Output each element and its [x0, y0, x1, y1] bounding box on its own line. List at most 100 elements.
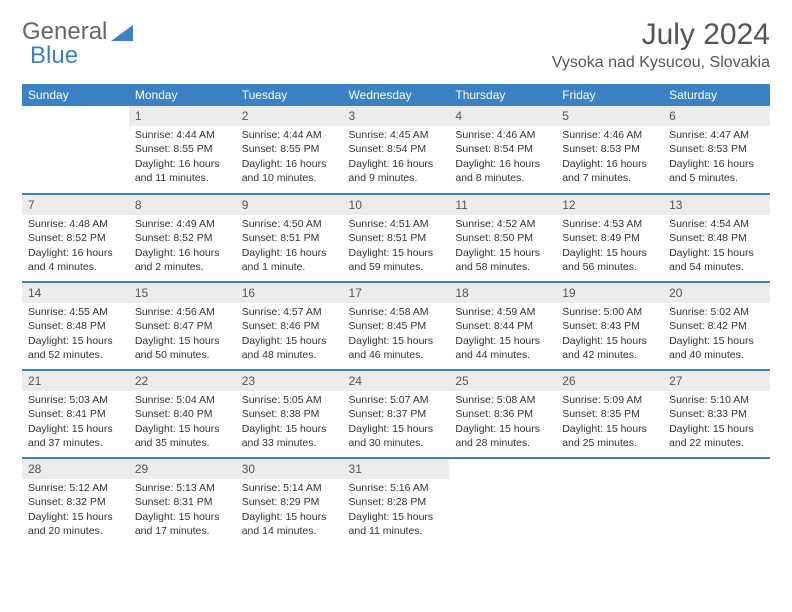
- day-number: [22, 106, 129, 110]
- logo-triangle-icon: [111, 23, 133, 41]
- daylight-text: Daylight: 15 hours and 17 minutes.: [135, 510, 230, 538]
- day-header: Wednesday: [343, 84, 450, 106]
- day-number: 28: [22, 459, 129, 479]
- daylight-text: Daylight: 15 hours and 40 minutes.: [669, 334, 764, 362]
- cell-body: Sunrise: 5:13 AMSunset: 8:31 PMDaylight:…: [129, 479, 236, 542]
- sunset-text: Sunset: 8:52 PM: [28, 231, 123, 245]
- day-number: [449, 459, 556, 463]
- cell-body: Sunrise: 5:10 AMSunset: 8:33 PMDaylight:…: [663, 391, 770, 454]
- day-header: Tuesday: [236, 84, 343, 106]
- calendar-cell: 21Sunrise: 5:03 AMSunset: 8:41 PMDayligh…: [22, 370, 129, 458]
- calendar-cell: 17Sunrise: 4:58 AMSunset: 8:45 PMDayligh…: [343, 282, 450, 370]
- sunrise-text: Sunrise: 5:12 AM: [28, 481, 123, 495]
- calendar-cell: 12Sunrise: 4:53 AMSunset: 8:49 PMDayligh…: [556, 194, 663, 282]
- day-number: 15: [129, 283, 236, 303]
- calendar-row: 1Sunrise: 4:44 AMSunset: 8:55 PMDaylight…: [22, 106, 770, 194]
- sunrise-text: Sunrise: 4:44 AM: [242, 128, 337, 142]
- calendar-cell: 31Sunrise: 5:16 AMSunset: 8:28 PMDayligh…: [343, 458, 450, 546]
- sunset-text: Sunset: 8:49 PM: [562, 231, 657, 245]
- cell-body: Sunrise: 4:53 AMSunset: 8:49 PMDaylight:…: [556, 215, 663, 278]
- sunset-text: Sunset: 8:52 PM: [135, 231, 230, 245]
- cell-body: Sunrise: 4:55 AMSunset: 8:48 PMDaylight:…: [22, 303, 129, 366]
- calendar-cell: [22, 106, 129, 194]
- sunset-text: Sunset: 8:50 PM: [455, 231, 550, 245]
- calendar-cell: 15Sunrise: 4:56 AMSunset: 8:47 PMDayligh…: [129, 282, 236, 370]
- sunset-text: Sunset: 8:44 PM: [455, 319, 550, 333]
- calendar-cell: 23Sunrise: 5:05 AMSunset: 8:38 PMDayligh…: [236, 370, 343, 458]
- cell-body: Sunrise: 5:07 AMSunset: 8:37 PMDaylight:…: [343, 391, 450, 454]
- daylight-text: Daylight: 16 hours and 9 minutes.: [349, 157, 444, 185]
- day-header: Sunday: [22, 84, 129, 106]
- calendar-cell: 22Sunrise: 5:04 AMSunset: 8:40 PMDayligh…: [129, 370, 236, 458]
- day-number: 4: [449, 106, 556, 126]
- sunset-text: Sunset: 8:54 PM: [455, 142, 550, 156]
- sunrise-text: Sunrise: 4:49 AM: [135, 217, 230, 231]
- calendar-cell: 13Sunrise: 4:54 AMSunset: 8:48 PMDayligh…: [663, 194, 770, 282]
- daylight-text: Daylight: 16 hours and 5 minutes.: [669, 157, 764, 185]
- daylight-text: Daylight: 15 hours and 35 minutes.: [135, 422, 230, 450]
- sunrise-text: Sunrise: 4:53 AM: [562, 217, 657, 231]
- sunrise-text: Sunrise: 5:09 AM: [562, 393, 657, 407]
- day-number: [663, 459, 770, 463]
- title-block: July 2024 Vysoka nad Kysucou, Slovakia: [552, 18, 770, 72]
- sunrise-text: Sunrise: 4:45 AM: [349, 128, 444, 142]
- day-number: 21: [22, 371, 129, 391]
- calendar-cell: 9Sunrise: 4:50 AMSunset: 8:51 PMDaylight…: [236, 194, 343, 282]
- month-title: July 2024: [552, 18, 770, 52]
- day-number: 26: [556, 371, 663, 391]
- sunrise-text: Sunrise: 5:08 AM: [455, 393, 550, 407]
- calendar-cell: 3Sunrise: 4:45 AMSunset: 8:54 PMDaylight…: [343, 106, 450, 194]
- cell-body: Sunrise: 4:50 AMSunset: 8:51 PMDaylight:…: [236, 215, 343, 278]
- daylight-text: Daylight: 15 hours and 44 minutes.: [455, 334, 550, 362]
- sunset-text: Sunset: 8:31 PM: [135, 495, 230, 509]
- sunrise-text: Sunrise: 5:05 AM: [242, 393, 337, 407]
- cell-body: Sunrise: 4:56 AMSunset: 8:47 PMDaylight:…: [129, 303, 236, 366]
- calendar-body: 1Sunrise: 4:44 AMSunset: 8:55 PMDaylight…: [22, 106, 770, 546]
- sunrise-text: Sunrise: 5:07 AM: [349, 393, 444, 407]
- calendar-cell: [556, 458, 663, 546]
- sunset-text: Sunset: 8:55 PM: [242, 142, 337, 156]
- calendar-cell: 8Sunrise: 4:49 AMSunset: 8:52 PMDaylight…: [129, 194, 236, 282]
- sunrise-text: Sunrise: 5:02 AM: [669, 305, 764, 319]
- sunrise-text: Sunrise: 5:00 AM: [562, 305, 657, 319]
- cell-body: Sunrise: 5:04 AMSunset: 8:40 PMDaylight:…: [129, 391, 236, 454]
- calendar-cell: 26Sunrise: 5:09 AMSunset: 8:35 PMDayligh…: [556, 370, 663, 458]
- day-header: Saturday: [663, 84, 770, 106]
- cell-body: Sunrise: 4:59 AMSunset: 8:44 PMDaylight:…: [449, 303, 556, 366]
- calendar-cell: 11Sunrise: 4:52 AMSunset: 8:50 PMDayligh…: [449, 194, 556, 282]
- day-number: 7: [22, 195, 129, 215]
- daylight-text: Daylight: 15 hours and 54 minutes.: [669, 246, 764, 274]
- sunrise-text: Sunrise: 4:56 AM: [135, 305, 230, 319]
- calendar-cell: 5Sunrise: 4:46 AMSunset: 8:53 PMDaylight…: [556, 106, 663, 194]
- sunset-text: Sunset: 8:47 PM: [135, 319, 230, 333]
- day-number: 9: [236, 195, 343, 215]
- sunrise-text: Sunrise: 5:04 AM: [135, 393, 230, 407]
- calendar-row: 7Sunrise: 4:48 AMSunset: 8:52 PMDaylight…: [22, 194, 770, 282]
- day-number: 22: [129, 371, 236, 391]
- calendar-row: 14Sunrise: 4:55 AMSunset: 8:48 PMDayligh…: [22, 282, 770, 370]
- day-number: 2: [236, 106, 343, 126]
- sunrise-text: Sunrise: 5:13 AM: [135, 481, 230, 495]
- sunrise-text: Sunrise: 4:48 AM: [28, 217, 123, 231]
- sunrise-text: Sunrise: 4:46 AM: [455, 128, 550, 142]
- sunrise-text: Sunrise: 4:52 AM: [455, 217, 550, 231]
- daylight-text: Daylight: 16 hours and 8 minutes.: [455, 157, 550, 185]
- cell-body: Sunrise: 5:16 AMSunset: 8:28 PMDaylight:…: [343, 479, 450, 542]
- calendar-cell: 18Sunrise: 4:59 AMSunset: 8:44 PMDayligh…: [449, 282, 556, 370]
- calendar-table: Sunday Monday Tuesday Wednesday Thursday…: [22, 84, 770, 546]
- daylight-text: Daylight: 15 hours and 11 minutes.: [349, 510, 444, 538]
- daylight-text: Daylight: 15 hours and 25 minutes.: [562, 422, 657, 450]
- day-number: 1: [129, 106, 236, 126]
- sunrise-text: Sunrise: 4:46 AM: [562, 128, 657, 142]
- calendar-cell: 20Sunrise: 5:02 AMSunset: 8:42 PMDayligh…: [663, 282, 770, 370]
- calendar-cell: 28Sunrise: 5:12 AMSunset: 8:32 PMDayligh…: [22, 458, 129, 546]
- sunrise-text: Sunrise: 5:03 AM: [28, 393, 123, 407]
- cell-body: Sunrise: 4:44 AMSunset: 8:55 PMDaylight:…: [236, 126, 343, 189]
- sunset-text: Sunset: 8:55 PM: [135, 142, 230, 156]
- cell-body: Sunrise: 4:45 AMSunset: 8:54 PMDaylight:…: [343, 126, 450, 189]
- sunrise-text: Sunrise: 4:58 AM: [349, 305, 444, 319]
- cell-body: Sunrise: 4:58 AMSunset: 8:45 PMDaylight:…: [343, 303, 450, 366]
- day-number: 14: [22, 283, 129, 303]
- sunset-text: Sunset: 8:53 PM: [669, 142, 764, 156]
- day-number: 5: [556, 106, 663, 126]
